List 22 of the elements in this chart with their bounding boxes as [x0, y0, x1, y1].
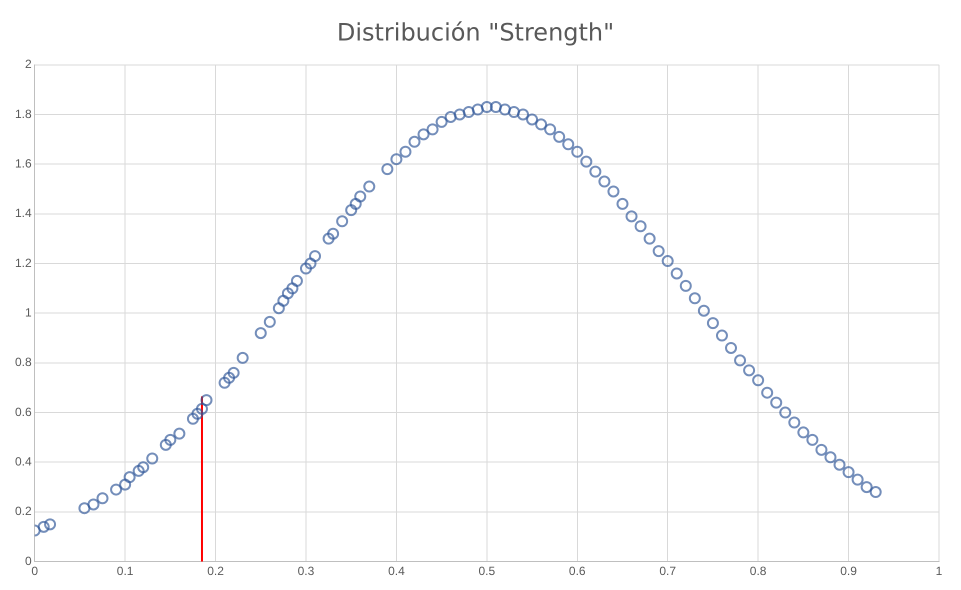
x-tick-label: 0.3 [298, 564, 315, 578]
y-tick-label: 1 [24, 306, 32, 320]
x-tick-label: 0.1 [116, 564, 134, 578]
y-tick-label: 0.4 [14, 454, 32, 469]
chart-title: Distribución "Strength" [336, 18, 614, 47]
x-tick-label: 1 [936, 564, 943, 578]
y-tick-label: 1.4 [14, 206, 32, 220]
y-tick-label: 0.2 [14, 504, 32, 518]
x-tick-label: 0.9 [840, 564, 858, 578]
y-tick-label: 0.6 [14, 404, 32, 419]
x-tick-label: 0.6 [568, 564, 586, 578]
y-tick-label: 1.8 [14, 106, 32, 121]
x-tick-label: 0.7 [659, 564, 676, 578]
y-tick-label: 2 [24, 57, 32, 72]
x-tick-label: 0.2 [207, 564, 224, 578]
x-tick-label: 0.8 [750, 564, 767, 578]
x-tick-label: 0.4 [388, 564, 406, 578]
x-tick-label: 0.5 [478, 564, 496, 578]
y-tick-label: 0.8 [14, 355, 32, 370]
y-tick-label: 1.2 [14, 256, 32, 270]
y-tick-label: 1.6 [14, 156, 32, 170]
y-tick-label: 0 [24, 554, 32, 568]
